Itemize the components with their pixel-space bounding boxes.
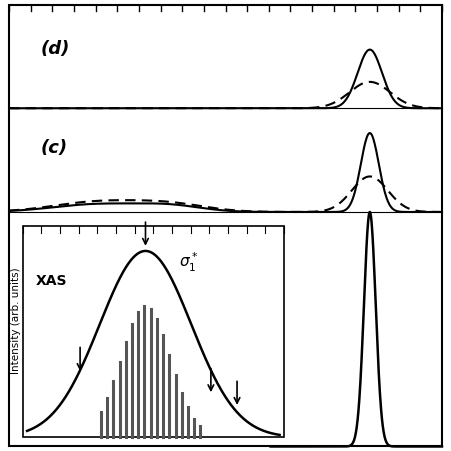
- Text: Intensity (arb. units): Intensity (arb. units): [11, 268, 21, 374]
- Bar: [23, 226, 284, 437]
- Text: (d): (d): [41, 40, 70, 58]
- Text: XAS: XAS: [36, 274, 68, 288]
- Text: (c): (c): [41, 139, 68, 157]
- Text: $\sigma_1^*$: $\sigma_1^*$: [179, 251, 199, 274]
